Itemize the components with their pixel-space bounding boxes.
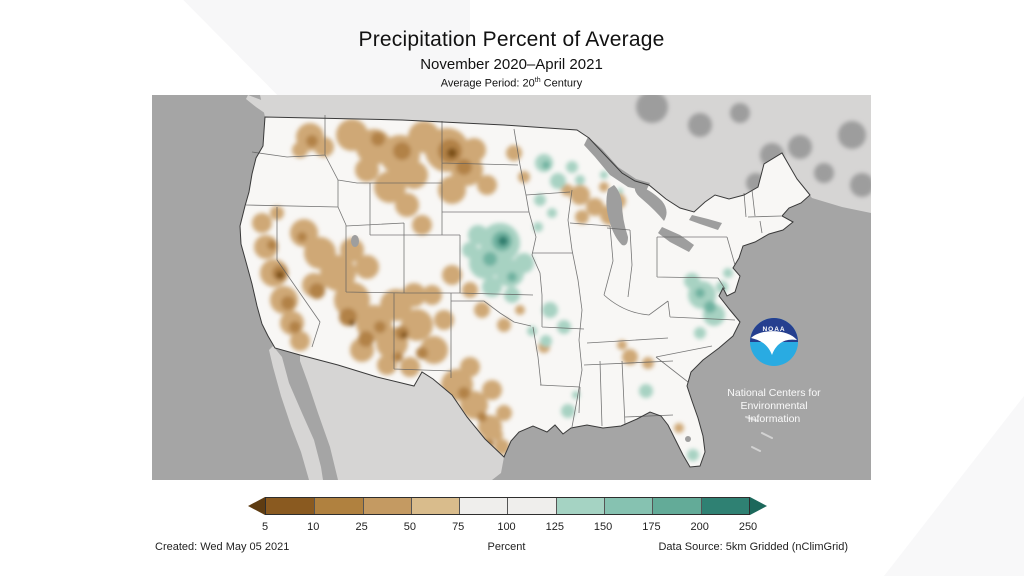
data-source-label: Data Source: 5km Gridded (nClimGrid): [658, 541, 848, 553]
legend-segment-3: [410, 498, 460, 514]
lake-michigan: [606, 185, 628, 246]
us-precipitation-map: NOAA National Centers for Environmental …: [152, 91, 874, 480]
mexico-mainland: [300, 355, 504, 480]
legend-left-arrow: [248, 497, 265, 515]
state-borders: [245, 115, 782, 428]
noaa-org-line1: National Centers for: [727, 387, 821, 399]
legend-segment-9: [700, 498, 749, 514]
legend-tick-labels: 5 10 25 50 75 100 125 150 175 200 250: [248, 515, 767, 533]
great-salt-lake: [351, 235, 359, 247]
lake-okeechobee: [685, 436, 691, 442]
above-average-medium: [483, 161, 716, 313]
map-title: Precipitation Percent of Average: [358, 28, 665, 51]
period-suffix: Century: [540, 77, 583, 90]
legend-tick-250: 250: [738, 521, 758, 533]
precipitation-anomaly-layer: [252, 119, 733, 461]
above-average-dark: [498, 236, 508, 246]
bahamas-islands: [745, 416, 773, 452]
map-subtitle: November 2020–April 2021: [420, 56, 603, 73]
map-panel: NOAA National Centers for Environmental …: [152, 91, 874, 480]
color-scale-legend: 5 10 25 50 75 100 125 150 175 200 250: [248, 497, 767, 537]
below-average-dark: [276, 148, 457, 338]
legend-segment-5: [507, 498, 556, 514]
legend-segment-4: [459, 498, 508, 514]
noaa-logo: NOAA: [750, 318, 798, 366]
us-landmass: [240, 117, 810, 467]
period-prefix: Average Period: 20: [440, 77, 535, 90]
legend-segment-8: [652, 498, 701, 514]
legend-segment-6: [555, 498, 605, 514]
vancouver-island: [246, 95, 274, 116]
legend-segment-1: [314, 498, 363, 514]
legend-right-arrow: [749, 497, 767, 515]
legend-segment-7: [604, 498, 653, 514]
noaa-org-name: National Centers for Environmental Infor…: [727, 387, 821, 425]
legend-color-bar: [265, 497, 750, 515]
noaa-org-line2: Environmental: [740, 400, 807, 412]
legend-tick-100: 100: [497, 521, 516, 533]
legend-tick-5: 5: [261, 521, 269, 533]
legend-tick-50: 50: [403, 521, 417, 533]
legend-segment-0: [266, 498, 315, 514]
title-block: Precipitation Percent of Average Novembe…: [152, 28, 871, 90]
legend-tick-125: 125: [545, 521, 564, 533]
legend-tick-150: 150: [593, 521, 613, 533]
created-date-label: Created: Wed May 05 2021: [155, 541, 290, 553]
legend-tick-10: 10: [307, 521, 320, 533]
legend-segment-2: [362, 498, 411, 514]
baja-california: [269, 346, 323, 480]
period-superscript: th: [534, 77, 541, 84]
lake-ontario: [689, 215, 722, 230]
below-average-medium: [267, 132, 494, 447]
noaa-logo-text: NOAA: [762, 326, 785, 333]
us-outline: [239, 116, 811, 468]
lake-huron: [634, 185, 667, 221]
lake-erie: [658, 227, 694, 252]
legend-unit-label: Percent: [487, 541, 526, 553]
legend-tick-25: 25: [355, 521, 368, 533]
noaa-swoosh-icon: [751, 331, 797, 355]
legend-tick-175: 175: [642, 521, 661, 533]
map-average-period: Average Period: 20th Century: [152, 77, 871, 90]
legend-tick-75: 75: [452, 521, 465, 533]
noaa-org-line3: Information: [748, 413, 801, 425]
legend-tick-200: 200: [690, 521, 709, 533]
